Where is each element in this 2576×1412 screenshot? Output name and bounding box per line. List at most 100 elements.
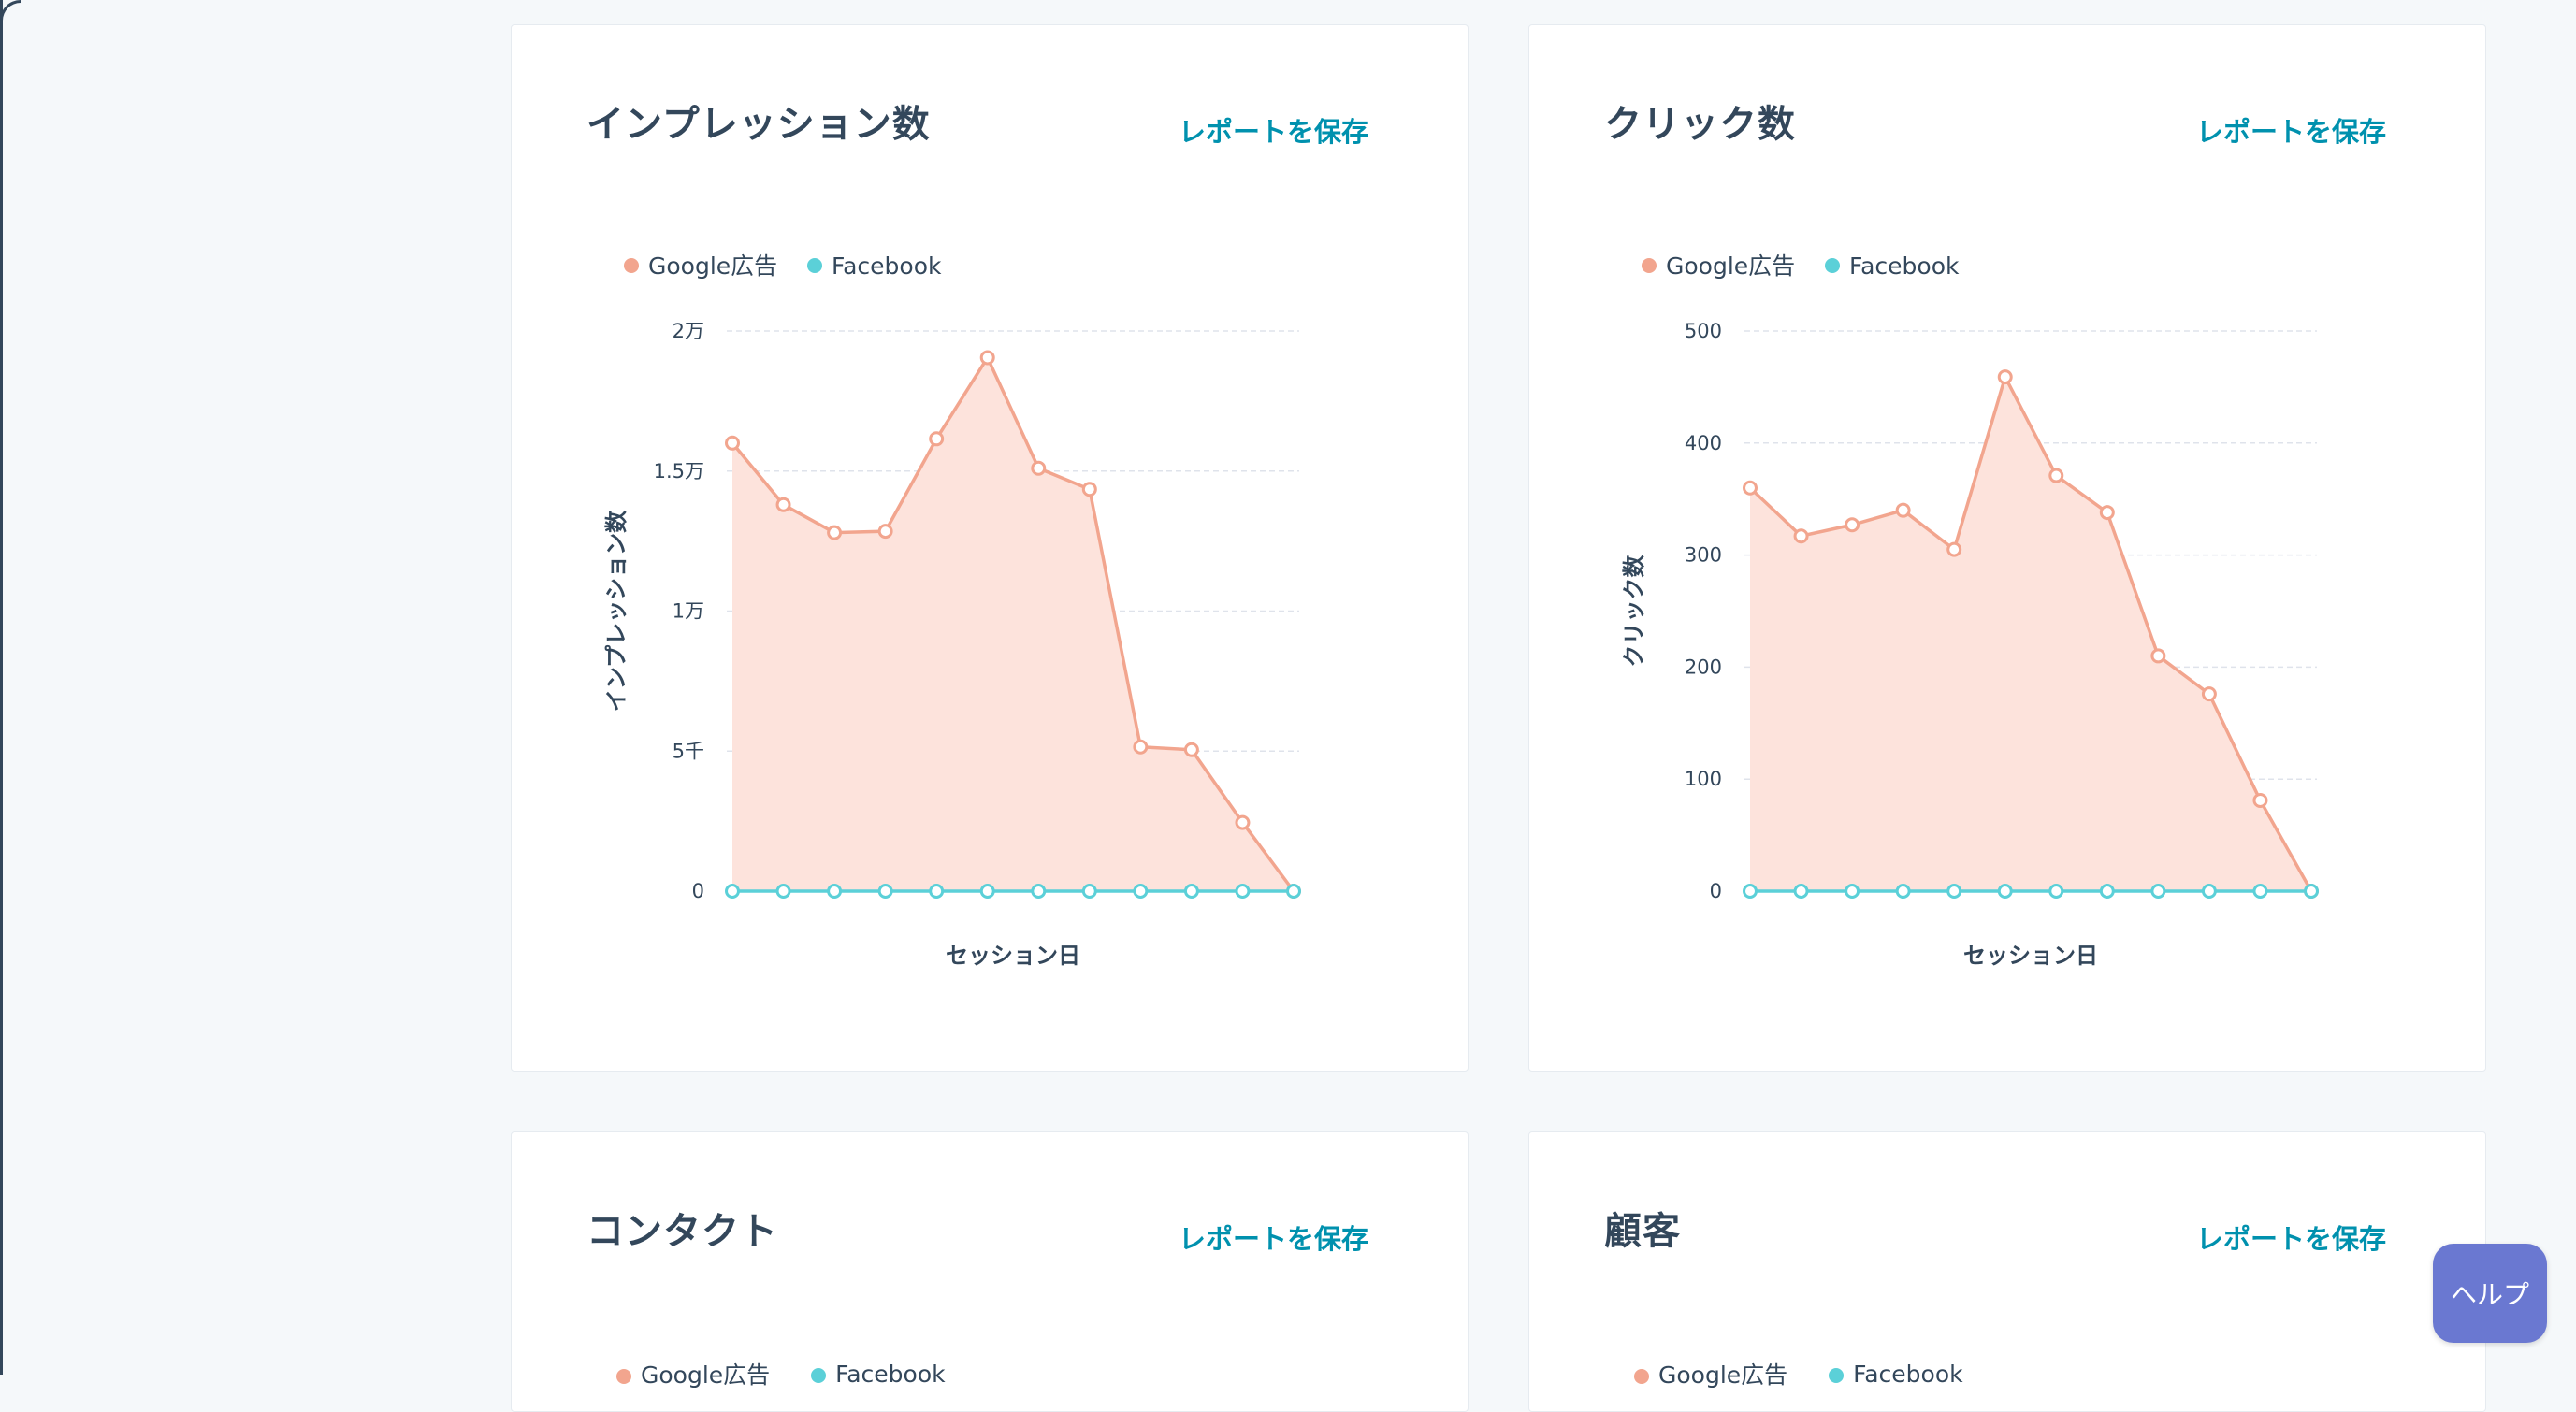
legend-item-google: Google広告 [616,1357,770,1390]
google-data-point[interactable] [725,435,740,451]
card-title: 顧客 [1604,1210,1681,1253]
google-data-point[interactable] [1793,528,1809,544]
facebook-data-point[interactable] [2201,884,2217,899]
card-title: クリック数 [1604,103,1796,146]
save-report-link[interactable]: レポートを保存 [1178,1223,1368,1255]
google-data-point[interactable] [1997,369,2013,385]
facebook-data-point[interactable] [1235,884,1251,899]
window-left-edge [0,0,3,1375]
facebook-data-point[interactable] [1081,884,1097,899]
contacts-report-card: コンタクト レポートを保存 Google広告 Facebook [511,1131,1469,1412]
legend-dot [1825,258,1840,273]
legend-label: Google広告 [648,252,777,280]
facebook-data-point[interactable] [1946,884,1962,899]
google-data-point[interactable] [1133,739,1149,755]
customers-report-card: 顧客 レポートを保存 Google広告 Facebook [1528,1131,2486,1412]
y-tick-label: 1.5万 [654,460,704,483]
facebook-data-point[interactable] [1997,884,2013,899]
card-title: インプレッション数 [586,103,931,146]
google-data-point[interactable] [1743,480,1758,496]
legend-item-facebook: Facebook [811,1360,946,1388]
legend-label: Facebook [1849,252,1960,280]
legend-label: Facebook [1853,1360,1963,1388]
y-tick-label: 0 [1710,880,1722,902]
facebook-data-point[interactable] [1793,884,1809,899]
chart-legend: Google広告 Facebook [616,1357,979,1390]
facebook-data-point[interactable] [979,884,995,899]
google-data-point[interactable] [2048,468,2064,483]
google-data-point[interactable] [1183,742,1199,757]
impressions-report-card: インプレッション数 レポートを保存 Google広告 Facebook 0 5千 1万 1… [511,24,1469,1072]
legend-dot [1634,1369,1649,1384]
save-report-link[interactable]: レポートを保存 [2195,1223,2386,1255]
google-series-line [1748,372,2313,892]
google-data-point[interactable] [1235,814,1251,830]
google-data-point[interactable] [1031,460,1047,476]
facebook-data-point[interactable] [1133,884,1149,899]
save-report-link[interactable]: レポートを保存 [2195,116,2386,148]
legend-dot [807,258,822,273]
facebook-data-point[interactable] [2099,884,2115,899]
y-tick-label: 5千 [673,740,704,762]
legend-label: Google広告 [641,1362,771,1389]
google-data-point[interactable] [775,497,791,512]
chart-legend: Google広告 Facebook [1634,1357,1997,1390]
google-series-line [731,353,1295,893]
impressions-chart: Google広告 Facebook 0 5千 1万 1.5万 2万インプレッション数セッショ… [603,252,1301,969]
y-tick-label: 300 [1685,544,1722,567]
facebook-data-point[interactable] [1183,884,1199,899]
facebook-data-point[interactable] [1031,884,1047,899]
y-axis-title: インプレッション数 [603,510,630,712]
y-axis-title: クリック数 [1621,555,1647,668]
legend-item-facebook: Facebook [1829,1360,1963,1388]
google-data-point[interactable] [827,525,843,540]
google-data-point[interactable] [2099,505,2115,521]
legend-dot [1642,258,1657,273]
google-area-fill [1750,377,2311,891]
google-data-point[interactable] [2201,686,2217,702]
facebook-data-point[interactable] [1286,884,1301,899]
x-axis-title: セッション日 [946,943,1080,969]
save-report-link[interactable]: レポートを保存 [1178,116,1368,148]
legend-dot [811,1367,827,1383]
google-data-point[interactable] [929,431,945,447]
x-axis-title: セッション日 [1963,943,2098,969]
google-area-fill [732,357,1294,891]
facebook-data-point[interactable] [827,884,843,899]
help-button[interactable]: ヘルプ [2433,1244,2547,1343]
facebook-data-point[interactable] [1895,884,1911,899]
legend-dot [616,1369,631,1384]
legend-label: Facebook [835,1360,946,1388]
facebook-data-point[interactable] [2304,884,2319,899]
y-tick-label: 1万 [673,600,704,623]
facebook-data-point[interactable] [2252,884,2268,899]
facebook-data-point[interactable] [877,884,893,899]
legend-label: Google広告 [1666,252,1795,280]
google-data-point[interactable] [877,524,893,540]
google-data-point[interactable] [979,350,995,366]
facebook-data-point[interactable] [2048,884,2064,899]
facebook-data-point[interactable] [775,884,791,899]
facebook-data-point[interactable] [2150,884,2166,899]
clicks-chart: Google広告 Facebook 0 100 200 300 400 500 クリック数セッシ… [1621,252,2319,969]
google-data-point[interactable] [1946,541,1962,557]
y-tick-label: 500 [1685,320,1722,342]
google-data-point[interactable] [2252,792,2268,808]
facebook-data-point[interactable] [1743,884,1758,899]
y-tick-label: 0 [692,880,704,902]
y-tick-label: 200 [1685,656,1722,678]
facebook-data-point[interactable] [725,884,740,899]
facebook-data-point[interactable] [929,884,945,899]
clicks-report-card: クリック数 レポートを保存 Google広告 Facebook 0 100 200 300… [1528,24,2486,1072]
legend-item-google: Google広告 [1634,1357,1787,1390]
legend-dot [1829,1367,1845,1383]
google-data-point[interactable] [1845,517,1860,533]
google-data-point[interactable] [1081,482,1097,497]
window-corner [0,0,21,21]
google-data-point[interactable] [1895,502,1911,518]
y-tick-label: 400 [1685,432,1722,454]
facebook-data-point[interactable] [1845,884,1860,899]
y-tick-label: 100 [1685,768,1722,790]
google-data-point[interactable] [2150,648,2166,664]
card-title: コンタクト [586,1210,778,1253]
